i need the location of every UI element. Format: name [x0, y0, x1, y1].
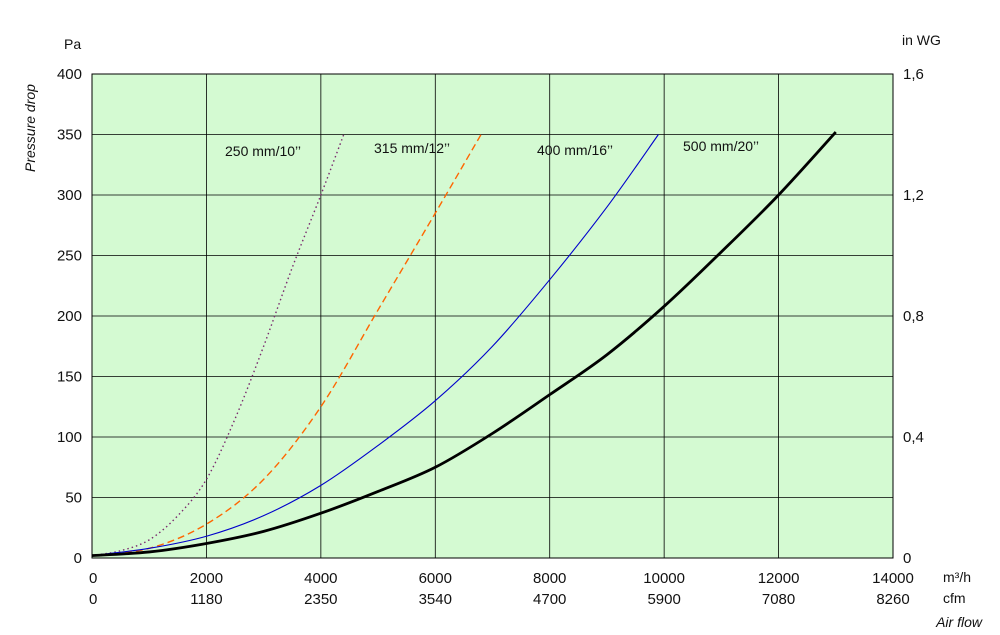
left-unit-label: Pa [64, 36, 81, 52]
series-label-400: 400 mm/16’’ [537, 142, 613, 158]
x-tick-label-secondary: 5900 [647, 591, 680, 608]
x-tick-label-primary: 10000 [643, 570, 685, 587]
y-axis-title: Pressure drop [22, 84, 38, 172]
x-tick-label-primary: 6000 [419, 570, 452, 587]
series-line-3 [91, 131, 837, 557]
series-label-500: 500 mm/20’’ [683, 138, 759, 154]
y-tick-label-left: 150 [57, 369, 82, 386]
y-tick-label-left: 50 [65, 490, 82, 507]
series-lines [91, 131, 837, 557]
y-tick-label-left: 100 [57, 429, 82, 446]
y-tick-label-left: 300 [57, 187, 82, 204]
x-tick-label-secondary: 3540 [419, 591, 452, 608]
x-tick-label-secondary: 4700 [533, 591, 566, 608]
plot-frame [91, 73, 894, 559]
grid [92, 74, 893, 558]
y-tick-label-right: 1,6 [903, 66, 924, 83]
y-tick-label-left: 400 [57, 66, 82, 83]
x-tick-label-secondary: 2350 [304, 591, 337, 608]
y-tick-label-right: 0,4 [903, 429, 924, 446]
y-tick-label-right: 1,2 [903, 187, 924, 204]
x-unit-secondary: cfm [943, 590, 966, 606]
x-unit-primary: m³/h [943, 569, 971, 585]
series-line-0 [91, 134, 345, 557]
x-tick-label-primary: 8000 [533, 570, 566, 587]
series-line-1 [91, 134, 482, 557]
right-unit-label: in WG [902, 32, 941, 48]
x-tick-label-secondary: 0 [89, 591, 97, 608]
x-axis-title: Air flow [935, 614, 983, 630]
x-tick-label-primary: 14000 [872, 570, 914, 587]
x-tick-label-secondary: 1180 [190, 591, 222, 608]
series-label-315: 315 mm/12’’ [374, 140, 450, 156]
x-tick-label-primary: 0 [89, 570, 97, 587]
series-line-2 [91, 134, 659, 557]
x-tick-label-secondary: 7080 [762, 591, 795, 608]
series-label-250: 250 mm/10’’ [225, 143, 301, 159]
y-tick-label-right: 0 [903, 550, 911, 567]
x-tick-label-secondary: 8260 [876, 591, 909, 608]
x-tick-label-primary: 2000 [190, 570, 223, 587]
x-tick-label-primary: 12000 [758, 570, 800, 587]
x-tick-label-primary: 4000 [304, 570, 337, 587]
y-tick-label-right: 0,8 [903, 308, 924, 325]
y-tick-label-left: 200 [57, 308, 82, 325]
y-tick-label-left: 0 [74, 550, 82, 567]
y-tick-label-left: 350 [57, 127, 82, 144]
y-tick-label-left: 250 [57, 248, 82, 265]
tick-labels: 0020001180400023506000354080004700100005… [57, 66, 924, 608]
